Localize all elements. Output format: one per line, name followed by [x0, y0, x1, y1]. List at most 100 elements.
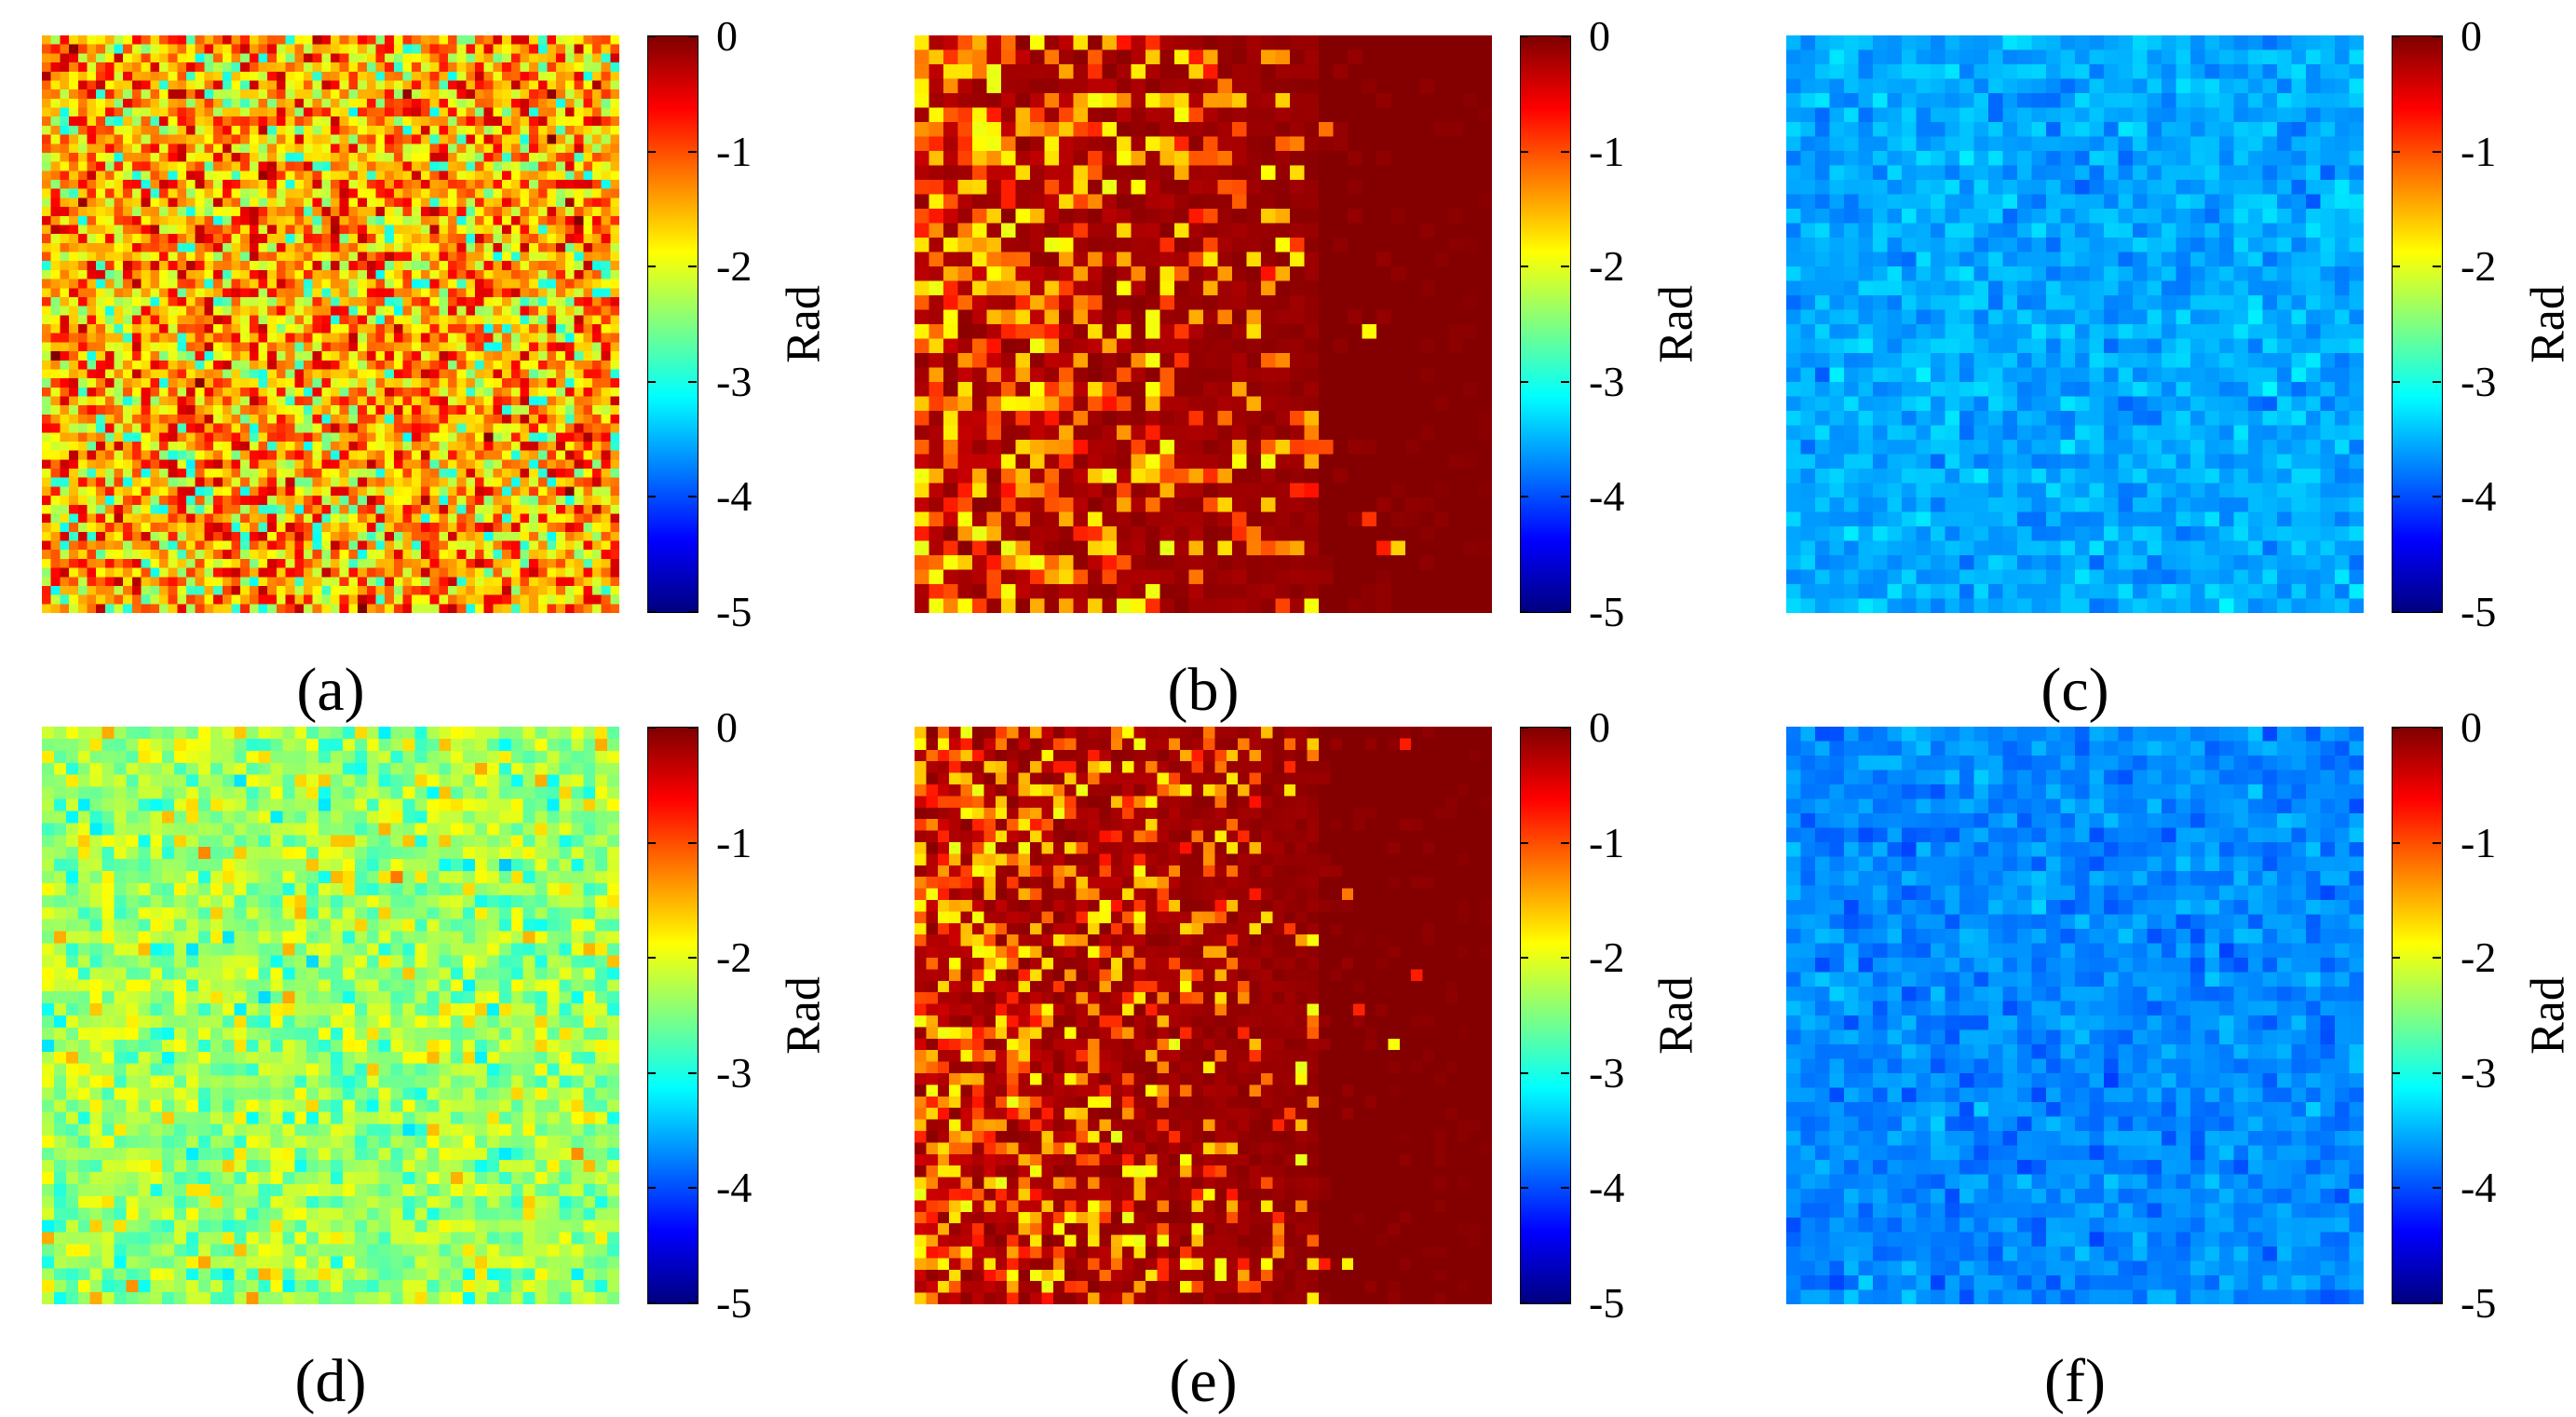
heatmap-cell: [575, 324, 584, 334]
heatmap-cell: [186, 334, 196, 343]
heatmap-cell: [60, 135, 69, 144]
heatmap-cell: [115, 568, 124, 578]
heatmap-cell: [196, 424, 205, 433]
heatmap-cell: [602, 451, 611, 460]
heatmap-cell: [511, 424, 521, 433]
heatmap-cell: [321, 469, 331, 478]
heatmap-cell: [142, 577, 151, 586]
heatmap-cell: [575, 116, 584, 126]
heatmap-cell: [69, 307, 78, 316]
heatmap-cell: [259, 369, 268, 378]
heatmap-cell: [250, 342, 259, 351]
heatmap-cell: [556, 189, 565, 198]
heatmap-cell: [538, 459, 548, 469]
heatmap-cell: [1420, 50, 1435, 65]
heatmap-cell: [1088, 209, 1103, 224]
heatmap-cell: [267, 225, 277, 234]
heatmap-cell: [1218, 195, 1233, 210]
heatmap-cell: [502, 180, 511, 189]
heatmap-cell: [150, 459, 159, 469]
heatmap-cell: [1146, 339, 1160, 354]
heatmap-cell: [60, 162, 69, 171]
heatmap-cell: [367, 550, 376, 559]
heatmap-cell: [313, 541, 322, 551]
heatmap-cell: [60, 513, 69, 523]
heatmap-cell: [583, 80, 592, 89]
heatmap-cell: [394, 577, 403, 586]
heatmap-cell: [556, 62, 565, 72]
heatmap-cell: [1420, 224, 1435, 238]
heatmap-cell: [96, 35, 105, 45]
heatmap-cell: [115, 388, 124, 397]
heatmap-cell: [375, 550, 385, 559]
heatmap-cell: [385, 252, 394, 262]
heatmap-cell: [520, 72, 529, 81]
heatmap-cell: [529, 307, 538, 316]
heatmap-cell: [231, 297, 240, 307]
heatmap-cell: [259, 216, 268, 225]
heatmap-cell: [1261, 79, 1276, 94]
heatmap-cell: [466, 170, 475, 180]
heatmap-cell: [1016, 137, 1031, 152]
heatmap-cell: [548, 415, 557, 424]
heatmap-cell: [105, 541, 115, 551]
heatmap-cell: [1189, 166, 1204, 181]
heatmap-cell: [439, 568, 448, 578]
heatmap-cell: [1334, 209, 1349, 224]
heatmap-cell: [1376, 180, 1391, 195]
heatmap-cell: [385, 478, 394, 487]
heatmap-cell: [177, 45, 186, 54]
heatmap-cell: [231, 62, 240, 72]
heatmap-cell: [123, 568, 132, 578]
heatmap-cell: [475, 324, 484, 334]
heatmap-cell: [1059, 108, 1074, 123]
heatmap-cell: [259, 378, 268, 388]
heatmap-cell: [1276, 266, 1291, 281]
heatmap-cell: [313, 532, 322, 541]
heatmap-cell: [123, 351, 132, 361]
heatmap-cell: [294, 243, 304, 252]
heatmap-cell: [1391, 93, 1406, 108]
heatmap-cell: [358, 108, 367, 117]
heatmap-cell: [42, 270, 51, 279]
heatmap-cell: [403, 523, 413, 532]
heatmap-cell: [186, 288, 196, 297]
heatmap-cell: [439, 207, 448, 216]
heatmap-cell: [123, 415, 132, 424]
heatmap-cell: [286, 324, 295, 334]
heatmap-cell: [430, 324, 440, 334]
heatmap-cell: [348, 279, 358, 289]
heatmap-cell: [294, 53, 304, 62]
heatmap-cell: [304, 89, 313, 99]
heatmap-cell: [150, 189, 159, 198]
heatmap-cell: [150, 116, 159, 126]
heatmap-cell: [142, 523, 151, 532]
heatmap-cell: [69, 45, 78, 54]
heatmap-cell: [484, 397, 494, 406]
heatmap-cell: [610, 307, 619, 316]
heatmap-cell: [556, 568, 565, 578]
heatmap-cell: [610, 261, 619, 270]
heatmap-cell: [385, 351, 394, 361]
heatmap-cell: [96, 216, 105, 225]
heatmap-cell: [159, 369, 169, 378]
heatmap-cell: [150, 180, 159, 189]
heatmap-cell: [213, 334, 223, 343]
heatmap-cell: [132, 72, 142, 81]
heatmap-cell: [592, 595, 602, 605]
heatmap-cell: [240, 99, 250, 108]
heatmap-cell: [331, 180, 340, 189]
heatmap-cell: [575, 180, 584, 189]
heatmap-cell: [213, 378, 223, 388]
heatmap-cell: [972, 180, 987, 195]
heatmap-cell: [1016, 93, 1031, 108]
heatmap-cell: [223, 451, 232, 460]
heatmap-cell: [430, 162, 440, 171]
heatmap-cell: [943, 266, 958, 281]
heatmap-cell: [610, 405, 619, 415]
heatmap-cell: [169, 53, 178, 62]
heatmap-cell: [87, 378, 96, 388]
heatmap-cell: [583, 189, 592, 198]
heatmap-cell: [196, 486, 205, 496]
heatmap-cell: [592, 279, 602, 289]
